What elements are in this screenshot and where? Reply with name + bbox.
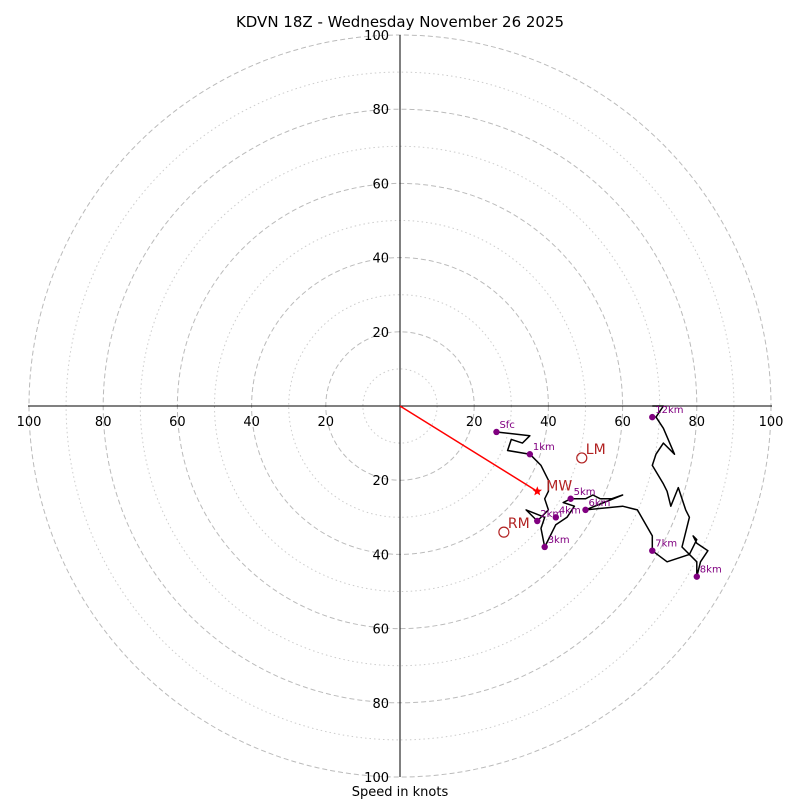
storm-motion-layer: LM RM <box>498 442 606 538</box>
height-label-12km: 12km <box>655 405 683 416</box>
chart-title: KDVN 18Z - Wednesday November 26 2025 <box>236 13 564 31</box>
height-marker-12km <box>649 413 656 421</box>
x-tick-label: 20 <box>318 415 335 430</box>
height-label-8km: 8km <box>700 565 722 576</box>
y-tick-label: 80 <box>372 103 389 118</box>
y-tick-label: 40 <box>372 548 389 563</box>
y-tick-label: 20 <box>372 474 389 489</box>
storm-motion-label-rm: RM <box>508 516 530 532</box>
height-label-1km: 1km <box>533 442 555 453</box>
hodograph-line <box>496 405 709 578</box>
x-tick-label: 80 <box>689 415 706 430</box>
height-marker-8km <box>693 573 700 580</box>
height-label-2km: 2km <box>540 509 562 520</box>
y-tick-label: 80 <box>372 697 389 712</box>
height-marker-1km <box>526 451 534 458</box>
x-tick-label: 20 <box>466 415 483 430</box>
height-label-7km: 7km <box>655 539 677 550</box>
x-axis-label: Speed in knots <box>352 785 449 800</box>
x-tick-label: 60 <box>169 415 186 430</box>
mean-wind-star <box>532 486 542 496</box>
y-tick-label: 40 <box>372 252 389 267</box>
height-label-5km: 5km <box>574 487 596 498</box>
y-tick-label: 20 <box>372 326 389 341</box>
height-marker-5km <box>567 495 574 502</box>
height-marker-3km <box>541 543 548 551</box>
x-tick-label: 100 <box>17 415 42 430</box>
mean-wind-vector <box>399 405 538 492</box>
tick-labels: 100 80 60 40 20 20 40 60 80 100 100 80 60 40 20 20 40 60 8… <box>17 29 784 786</box>
height-marker-Sfc <box>493 428 500 436</box>
x-tick-label: 80 <box>95 415 112 430</box>
mean-wind-layer: MW <box>399 405 572 496</box>
height-label-6km: 6km <box>589 498 611 509</box>
height-label-4km: 4km <box>559 505 581 516</box>
storm-motion-rm <box>498 526 510 538</box>
storm-motion-label-lm: LM <box>586 442 606 458</box>
height-marker-6km <box>582 506 589 514</box>
height-marker-4km <box>552 514 560 521</box>
y-tick-label: 60 <box>372 623 389 638</box>
height-label-Sfc: Sfc <box>499 420 514 431</box>
x-tick-label: 40 <box>540 415 557 430</box>
storm-motion-lm <box>576 452 588 464</box>
mean-wind-label: MW <box>546 478 572 494</box>
y-tick-label: 100 <box>364 29 389 44</box>
x-tick-label: 60 <box>614 415 631 430</box>
y-tick-label: 60 <box>372 177 389 192</box>
x-tick-label: 100 <box>759 415 784 430</box>
height-marker-2km <box>534 517 541 525</box>
height-label-3km: 3km <box>548 535 570 546</box>
height-marker-7km <box>649 547 656 554</box>
y-tick-label: 100 <box>364 771 389 786</box>
x-tick-label: 40 <box>243 415 260 430</box>
hodograph-profile <box>496 405 709 578</box>
